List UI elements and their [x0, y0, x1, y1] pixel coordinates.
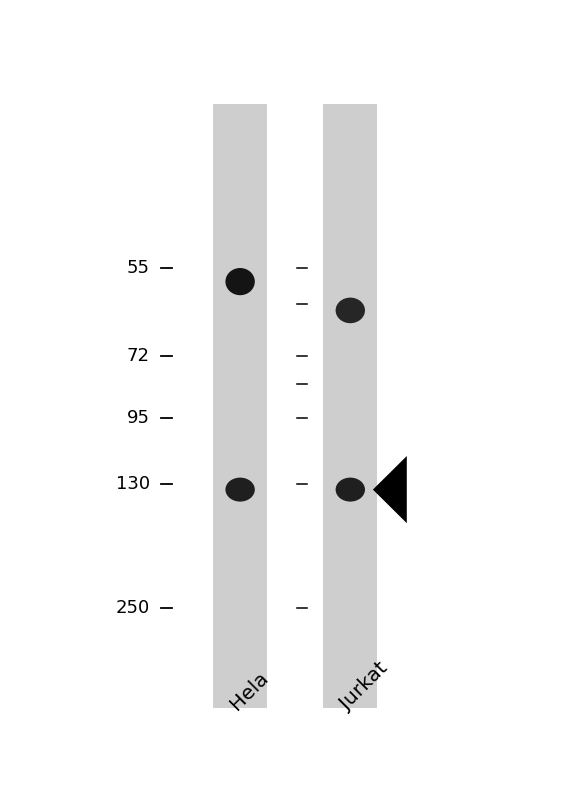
Text: Jurkat: Jurkat [337, 658, 392, 714]
Bar [323, 104, 377, 708]
Bar [214, 104, 267, 708]
Ellipse shape [225, 478, 255, 502]
Ellipse shape [225, 268, 255, 295]
Text: 95: 95 [127, 409, 150, 426]
Text: Hela: Hela [227, 668, 272, 714]
Ellipse shape [336, 478, 365, 502]
Text: 130: 130 [116, 475, 150, 493]
Ellipse shape [336, 298, 365, 323]
Text: 55: 55 [127, 259, 150, 277]
Text: 72: 72 [127, 347, 150, 365]
Text: 250: 250 [115, 599, 150, 617]
Polygon shape [373, 456, 407, 523]
